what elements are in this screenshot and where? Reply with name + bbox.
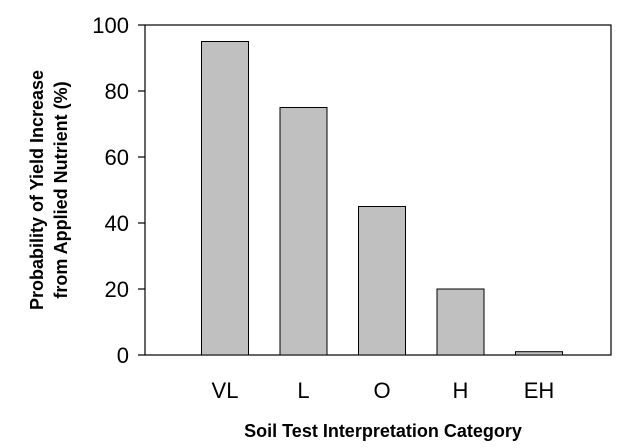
x-tick-label: O [373,378,390,403]
y-axis: 0 20 40 60 80 100 [92,13,145,368]
x-tick-label: EH [524,378,555,403]
x-tick-label: H [453,378,469,403]
y-tick-label: 100 [92,13,129,38]
y-tick-label: 80 [105,79,129,104]
y-tick-label: 40 [105,211,129,236]
bar-h [436,288,485,356]
bar-series [201,41,563,356]
bar-vl [201,41,249,356]
y-axis-title-line-2: from Applied Nutrient (%) [51,81,71,298]
bar-l [279,107,328,356]
x-tick-label: VL [212,378,239,403]
bar-o [358,206,406,356]
y-tick-label: 60 [105,145,129,170]
x-axis-title: Soil Test Interpretation Category [244,421,522,441]
x-tick-label: L [297,378,309,403]
bar-eh [515,351,563,356]
x-axis: VL L O H EH [212,378,555,403]
y-tick-label: 20 [105,277,129,302]
y-axis-title-line-1: Probability of Yield Increase [27,70,47,310]
y-tick-label: 0 [117,343,129,368]
